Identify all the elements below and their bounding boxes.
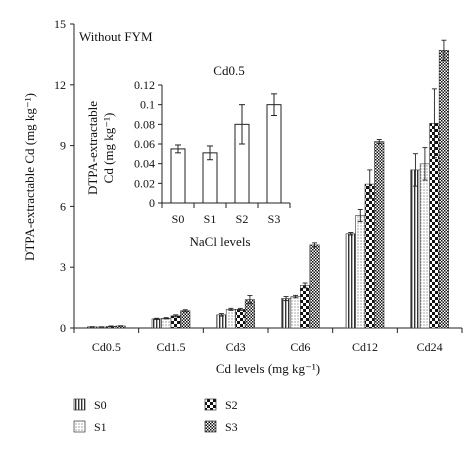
main-y-tick-label: 3 xyxy=(60,260,66,274)
bar-cd24-s1 xyxy=(419,163,430,329)
bar-cd6-s2 xyxy=(300,285,311,329)
main-y-ticks: 0 3 6 9 12 15 xyxy=(54,17,74,335)
legend-label-s3: S3 xyxy=(225,420,238,434)
bar-cd1-5-s3 xyxy=(180,310,191,329)
inset-x-tick-label: S0 xyxy=(172,212,185,226)
inset-y-ticks: 0 0.02 0.04 0.06 0.08 0.1 0.12 xyxy=(134,78,162,210)
main-x-tick-label: Cd6 xyxy=(290,340,310,354)
main-x-axis-label: Cd levels (mg kg⁻¹) xyxy=(216,361,320,376)
legend-swatch-s0 xyxy=(73,398,86,411)
main-x-tick-label: Cd24 xyxy=(417,340,443,354)
bar-cd1-5-s1 xyxy=(161,317,172,329)
main-x-tick-label: Cd1.5 xyxy=(156,340,185,354)
inset-y-tick-label: 0.1 xyxy=(140,98,155,112)
inset-chart: 00.020.040.060.080.10.12 S0 S1 S2 S3 Cd0.5 … xyxy=(85,63,291,249)
main-y-tick-label: 9 xyxy=(60,139,66,153)
bar-cd12-s2 xyxy=(364,183,375,329)
bar-cd12-s1 xyxy=(355,215,366,329)
main-y-tick-label: 0 xyxy=(60,321,66,335)
inset-bar-s1 xyxy=(202,152,218,204)
inset-y-tick-label: 0.04 xyxy=(134,157,155,171)
inset-y-axis-label-line1: DTPA-extractable xyxy=(85,101,100,195)
inset-x-ticks: S0 S1 S2 S3 xyxy=(161,203,291,226)
main-y-tick-label: 15 xyxy=(54,17,66,31)
main-bars xyxy=(87,39,449,329)
bar-cd6-s1 xyxy=(290,296,301,329)
bar-cd12-s3 xyxy=(374,141,385,329)
bar-cd3-s2 xyxy=(235,309,246,329)
bar-cd1-5-s2 xyxy=(170,315,181,329)
bar-cd3-s1 xyxy=(225,309,236,329)
legend-label-s0: S0 xyxy=(94,398,107,412)
main-x-tick-label: Cd0.5 xyxy=(92,340,121,354)
bar-cd6-s3 xyxy=(309,244,320,329)
bar-cd12-s0 xyxy=(345,233,356,329)
inset-bar-s0 xyxy=(170,148,186,204)
main-x-tick-label: Cd12 xyxy=(352,340,378,354)
main-chart: 0 3 6 9 12 15 Cd0.5 Cd1.5 Cd3 Cd6 Cd12 Cd24 Withou… xyxy=(22,17,463,376)
main-y-tick-label: 6 xyxy=(60,199,66,213)
main-annotation: Without FYM xyxy=(79,29,153,44)
bar-cd24-s3 xyxy=(438,50,449,329)
inset-x-tick-label: S1 xyxy=(204,212,217,226)
legend-label-s2: S2 xyxy=(225,398,238,412)
inset-y-tick-label: 0.12 xyxy=(134,78,155,92)
inset-x-tick-label: S3 xyxy=(268,212,281,226)
bar-cd3-s0 xyxy=(216,314,227,329)
main-x-tick-label: Cd3 xyxy=(226,340,246,354)
inset-title: Cd0.5 xyxy=(213,63,244,78)
legend-label-s1: S1 xyxy=(94,420,107,434)
main-y-tick-label: 12 xyxy=(54,78,66,92)
legend-swatch-s1 xyxy=(73,420,86,433)
bar-cd24-s0 xyxy=(410,169,421,329)
inset-bar-s3 xyxy=(266,104,282,204)
inset-x-tick-label: S2 xyxy=(236,212,249,226)
inset-y-tick-label: 0 xyxy=(149,196,155,210)
bar-cd1-5-s0 xyxy=(151,318,162,329)
inset-y-axis-label-line2: Cd (mg kg⁻¹) xyxy=(101,113,116,184)
inset-y-tick-label: 0.06 xyxy=(134,137,155,151)
inset-x-axis-label: NaCl levels xyxy=(189,234,250,249)
legend-swatch-s3 xyxy=(204,420,217,433)
inset-y-tick-label: 0.02 xyxy=(134,176,155,190)
inset-bars xyxy=(170,93,282,204)
inset-y-tick-label: 0.08 xyxy=(134,117,155,131)
legend-swatch-s2 xyxy=(204,398,217,411)
main-y-axis-label: DTPA-extractable Cd (mg kg⁻¹) xyxy=(22,93,37,261)
main-x-ticks: Cd0.5 Cd1.5 Cd3 Cd6 Cd12 Cd24 xyxy=(73,328,463,354)
bar-cd6-s0 xyxy=(281,298,292,329)
legend: S0 S1 S2 S3 xyxy=(73,398,238,434)
